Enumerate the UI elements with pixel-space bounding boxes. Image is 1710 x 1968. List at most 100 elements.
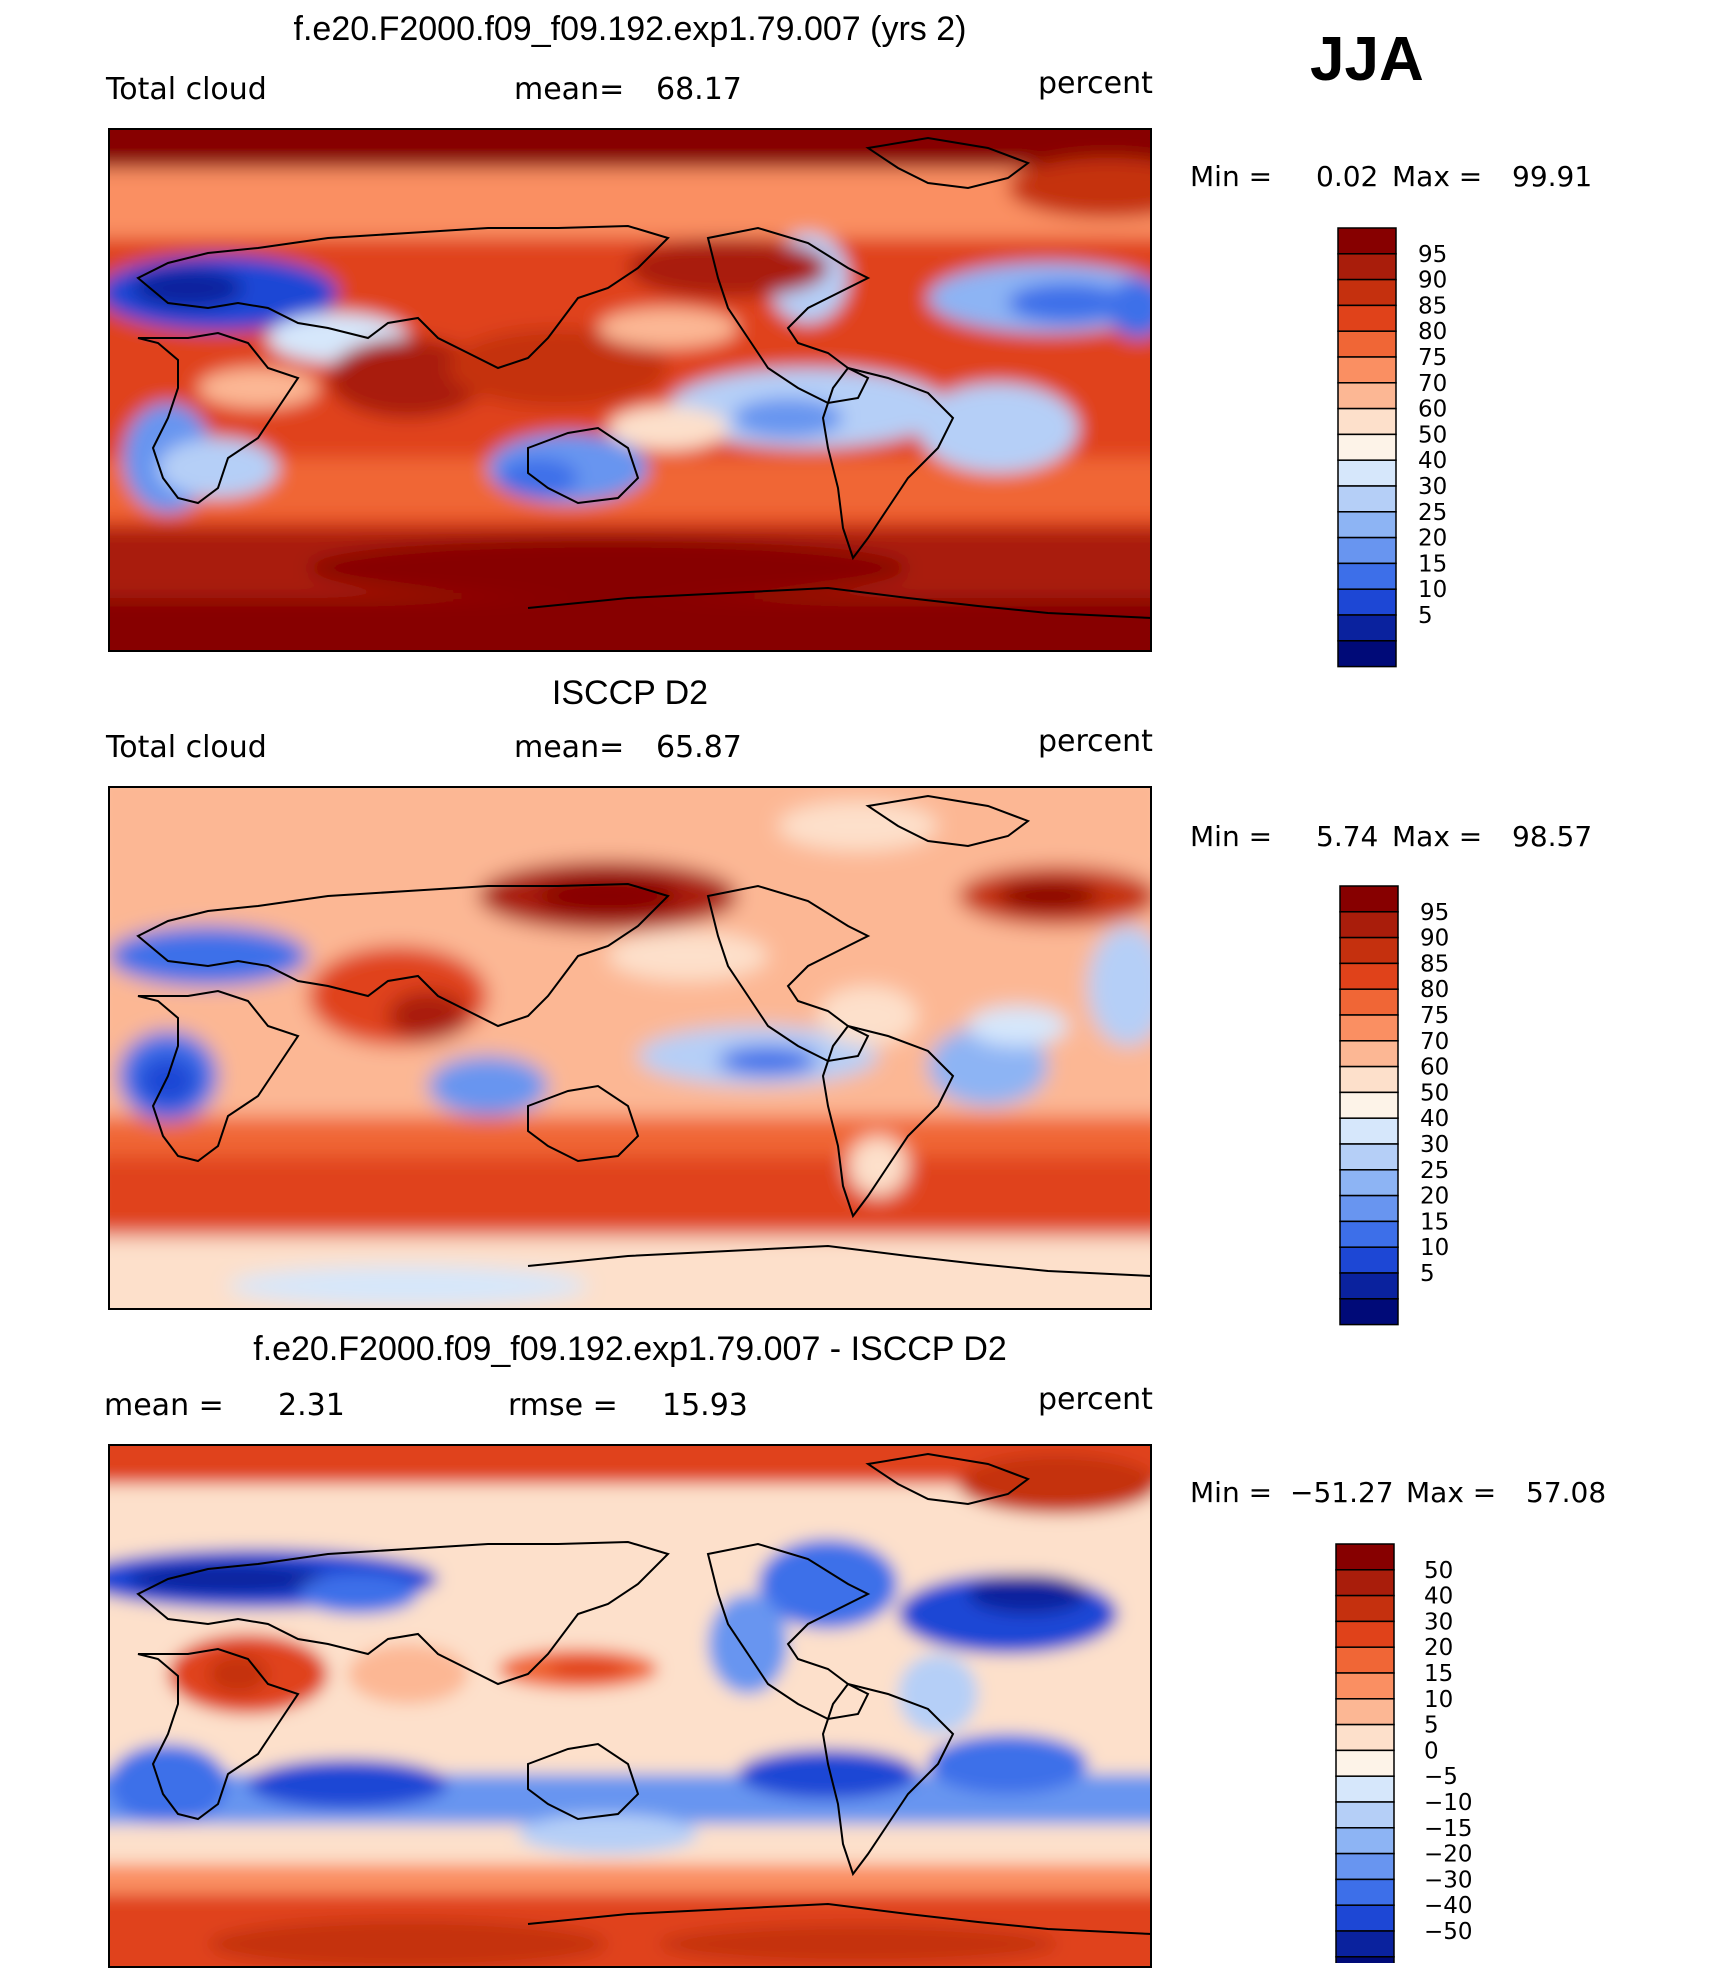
panel2-variable: Total cloud [106,730,267,765]
colorbar-tick-label: −15 [1424,1816,1473,1842]
panel1-min-label: Min = [1190,160,1273,193]
panel3-max-label: Max = [1406,1476,1497,1509]
panel3-title: f.e20.F2000.f09_f09.192.exp1.79.007 - IS… [253,1330,1007,1368]
colorbar-swatch [1337,330,1397,358]
panel3-rmse-label: rmse = [508,1388,618,1423]
colorbar-tick-label: 5 [1424,1713,1439,1739]
panel3-min-value: −51.27 [1290,1476,1394,1509]
colorbar-tick-label: 85 [1418,293,1447,319]
colorbar-tick-label: −30 [1424,1867,1473,1893]
colorbar-swatch [1335,1775,1395,1803]
colorbar-swatch [1339,1220,1399,1248]
colorbar-swatch [1337,614,1397,642]
colorbar-tick-label: 50 [1420,1080,1449,1106]
panel3-rmse-value: 15.93 [662,1388,748,1423]
colorbar-tick-label: 15 [1424,1661,1453,1687]
panel3-max-value: 57.08 [1526,1476,1607,1509]
colorbar-tick-label: 80 [1420,977,1449,1003]
colorbar-swatch [1337,536,1397,565]
panel1-max-label: Max = [1392,160,1483,193]
colorbar-tick-label: 10 [1418,577,1447,603]
panel2-coastlines [136,794,1152,1277]
panel1-variable: Total cloud [106,72,267,107]
colorbar-tick-label: 5 [1420,1261,1435,1287]
panel2-map [108,786,1152,1310]
panel1-title: f.e20.F2000.f09_f09.192.exp1.79.007 (yrs… [293,10,967,48]
colorbar-swatch [1335,1827,1395,1855]
panel1-min-value: 0.02 [1316,160,1379,193]
panel2-min-value: 5.74 [1316,820,1379,853]
colorbar-swatch [1339,885,1399,913]
colorbar-swatch [1337,253,1397,281]
panel2-min-label: Min = [1190,820,1273,853]
colorbar-swatch [1335,1904,1395,1932]
colorbar-tick-label: 40 [1424,1584,1453,1610]
colorbar-tick-label: 50 [1424,1558,1453,1584]
colorbar-swatch [1339,1272,1399,1300]
colorbar-swatch [1335,1672,1395,1700]
colorbar-tick-label: 25 [1418,500,1447,526]
colorbar-swatch [1339,1143,1399,1171]
colorbar-swatch [1335,1543,1395,1571]
colorbar-tick-label: 85 [1420,951,1449,977]
panel1-max-value: 99.91 [1512,160,1593,193]
panel1-coastlines [136,136,1152,619]
colorbar-swatch [1337,459,1397,487]
colorbar-swatch [1335,1620,1395,1648]
colorbar-tick-label: 80 [1418,319,1447,345]
colorbar-tick-label: 25 [1420,1158,1449,1184]
colorbar-tick-label: 70 [1418,371,1447,397]
colorbar-swatch [1335,1698,1395,1726]
colorbar-swatch [1335,1594,1395,1623]
panel3-mean-value: 2.31 [278,1388,345,1423]
panel2-max-label: Max = [1392,820,1483,853]
colorbar-swatch [1339,1091,1399,1119]
panel2-title: ISCCP D2 [551,674,709,712]
colorbar-swatch [1335,1646,1395,1674]
colorbar-tick-label: 90 [1420,926,1449,952]
panel3-min-label: Min = [1190,1476,1273,1509]
colorbar-tick-label: 20 [1424,1635,1453,1661]
panel2-max-value: 98.57 [1512,820,1593,853]
colorbar-tick-label: 30 [1424,1609,1453,1635]
colorbar-tick-label: 0 [1424,1738,1439,1764]
colorbar-swatch [1335,1852,1395,1881]
colorbar-swatch [1337,304,1397,332]
colorbar-tick-label: −50 [1424,1919,1473,1945]
colorbar-swatch [1337,356,1397,384]
panel1-mean-label: mean= [514,72,625,107]
colorbar-tick-label: −5 [1424,1764,1458,1790]
panel3-coastlines [136,1452,1152,1935]
colorbar-swatch [1339,988,1399,1016]
colorbar-swatch [1335,1801,1395,1829]
panel2-mean-value: 65.87 [656,730,742,765]
colorbar-tick-label: −10 [1424,1790,1473,1816]
colorbar-tick-label: −40 [1424,1893,1473,1919]
colorbar-swatch [1337,433,1397,461]
colorbar-swatch [1339,1194,1399,1223]
panel3-map [108,1444,1152,1968]
colorbar-tick-label: 75 [1420,1003,1449,1029]
colorbar-swatch [1337,562,1397,590]
colorbar-tick-label: 50 [1418,422,1447,448]
colorbar-swatch [1335,1723,1395,1752]
colorbar-tick-label: 60 [1420,1055,1449,1081]
colorbar-tick-label: 10 [1420,1235,1449,1261]
panel1-map [108,128,1152,652]
colorbar-tick-label: 40 [1420,1106,1449,1132]
colorbar-swatch [1335,1930,1395,1958]
colorbar-tick-label: 30 [1420,1132,1449,1158]
panel3-mean-label: mean = [104,1388,224,1423]
colorbar-swatch [1335,1749,1395,1777]
colorbar-swatch [1335,1569,1395,1597]
colorbar-tick-label: 40 [1418,448,1447,474]
colorbar-swatch [1337,511,1397,539]
panel1-mean-value: 68.17 [656,72,742,107]
colorbar-tick-label: 20 [1420,1184,1449,1210]
colorbar-tick-label: 15 [1420,1209,1449,1235]
panel1-units: percent [1038,66,1153,101]
panel3-units: percent [1038,1382,1153,1417]
